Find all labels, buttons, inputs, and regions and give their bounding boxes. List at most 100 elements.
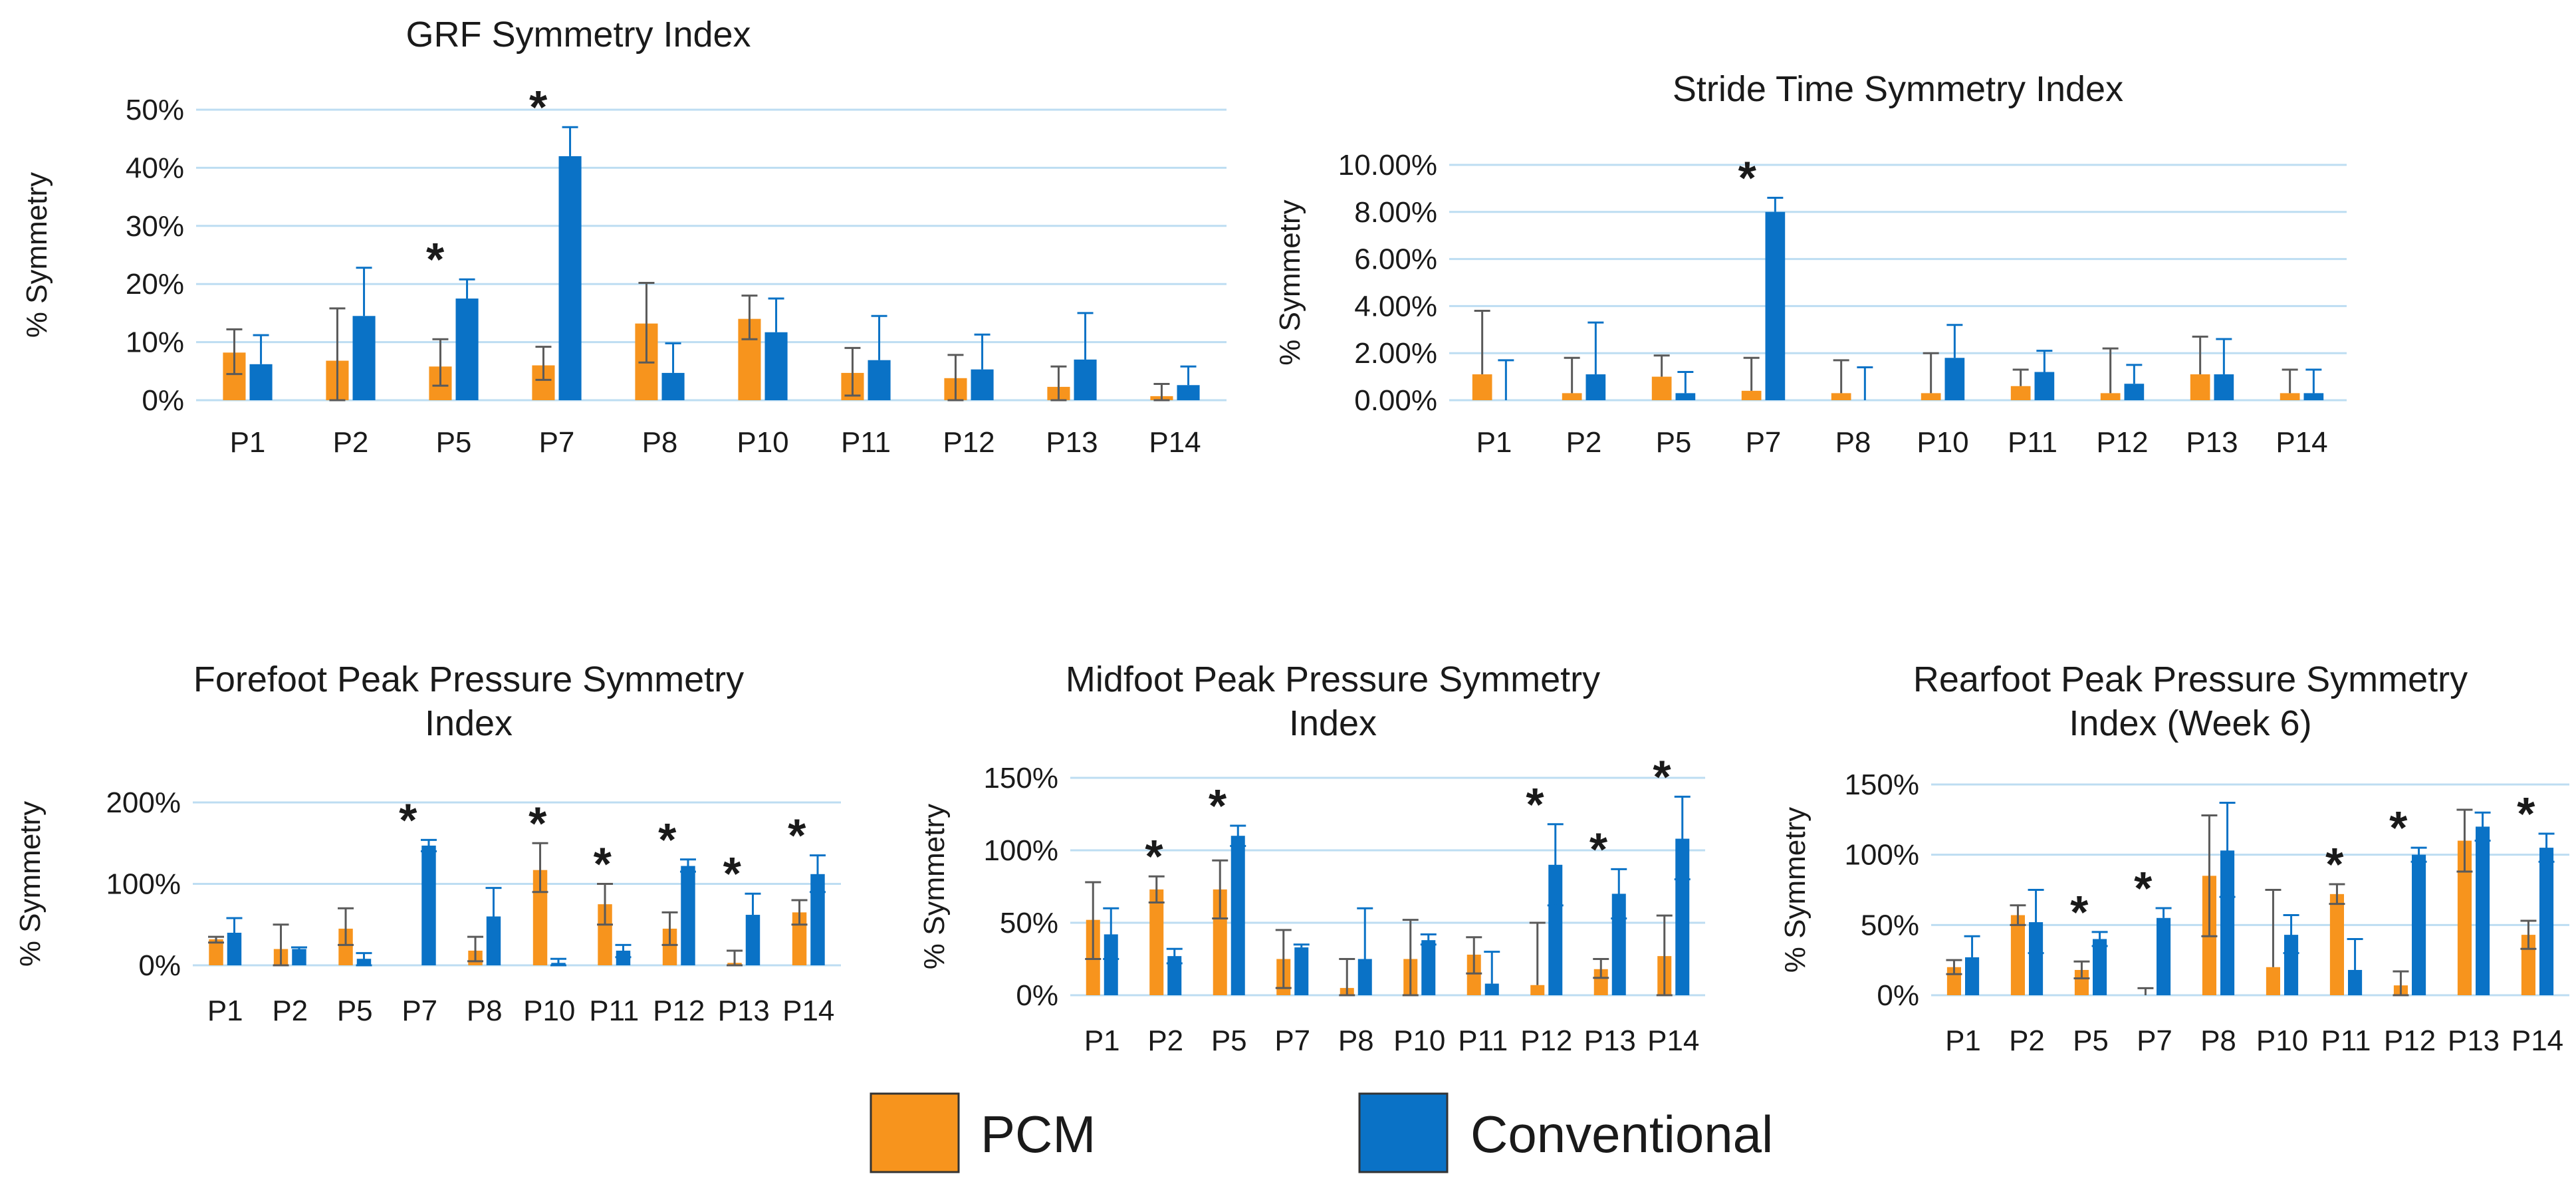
y-tick-label: 0%: [138, 949, 181, 982]
y-tick-label: 0%: [1016, 979, 1058, 1012]
bar-pcm: [532, 870, 548, 965]
bar-pcm: [2457, 840, 2472, 995]
chart-1: 0% 10% 20% 30% 40% 50% GRF Symmetry Index % Sym…: [21, 15, 1227, 459]
significance-marker: *: [1145, 830, 1163, 882]
bar-pcm: [1213, 889, 1227, 995]
x-tick-label: P1: [1945, 1024, 1981, 1057]
x-tick-label: P11: [2321, 1024, 2371, 1057]
bar-pcm: [1472, 374, 1492, 400]
y-tick-label: 50%: [1000, 907, 1058, 939]
significance-marker: *: [2389, 802, 2408, 854]
x-tick-label: P14: [2512, 1024, 2563, 1057]
bar-conventional: [352, 316, 376, 400]
significance-marker: *: [2070, 886, 2089, 938]
bar-conventional: [2284, 935, 2299, 995]
x-tick-label: P5: [1211, 1024, 1247, 1057]
bar-pcm: [2280, 393, 2300, 400]
bar-pcm: [1562, 393, 1582, 400]
significance-marker: *: [1738, 152, 1757, 204]
x-tick-label: P7: [2137, 1024, 2172, 1057]
bar-pcm: [2266, 967, 2280, 995]
chart-title: Index: [1289, 703, 1377, 743]
x-tick-label: P11: [1458, 1024, 1508, 1057]
bar-conventional: [486, 916, 501, 965]
bar-conventional: [1421, 940, 1436, 995]
bar-pcm: [2074, 969, 2089, 995]
bar-conventional: [2029, 922, 2044, 995]
bar-pcm: [792, 912, 807, 965]
bar-conventional: [1177, 385, 1200, 400]
chart-title: Index: [425, 703, 513, 743]
x-tick-label: P14: [782, 995, 834, 1027]
x-tick-label: P1: [1476, 426, 1512, 459]
y-tick-label: 0%: [142, 384, 184, 417]
bar-pcm: [338, 928, 353, 965]
legend: PCM Conventional: [870, 1092, 1773, 1173]
x-tick-label: P7: [1274, 1024, 1310, 1057]
bar-conventional: [2124, 384, 2145, 400]
bar-pcm: [1530, 985, 1545, 995]
significance-marker: *: [1209, 780, 1227, 832]
y-tick-label: 30%: [126, 210, 184, 243]
bar-conventional: [764, 332, 788, 400]
chart-title: GRF Symmetry Index: [406, 15, 751, 55]
x-tick-label: P2: [1566, 426, 1602, 459]
bar-conventional: [249, 364, 273, 400]
y-tick-label: 150%: [1844, 769, 1919, 801]
chart-title: Forefoot Peak Pressure Symmetry: [193, 659, 744, 699]
bar-conventional: [2220, 850, 2235, 995]
bar-conventional: [2539, 848, 2554, 995]
y-tick-label: 2.00%: [1354, 337, 1437, 370]
x-tick-label: P10: [737, 426, 788, 459]
bar-pcm: [1831, 393, 1851, 400]
bar-pcm: [209, 939, 223, 965]
y-tick-label: 100%: [983, 834, 1058, 867]
significance-marker: *: [723, 848, 742, 899]
bar-pcm: [1741, 390, 1762, 400]
bar-conventional: [971, 369, 994, 400]
y-tick-label: 20%: [126, 268, 184, 300]
x-tick-label: P10: [2256, 1024, 2308, 1057]
x-tick-label: P12: [2384, 1024, 2436, 1057]
y-tick-label: 50%: [1861, 909, 1919, 941]
bar-conventional: [2412, 854, 2426, 995]
bar-conventional: [1484, 983, 1499, 995]
bar-conventional: [1548, 864, 1563, 995]
bar-pcm: [2010, 386, 2031, 400]
x-tick-label: P8: [1835, 426, 1871, 459]
bar-conventional: [455, 299, 479, 400]
x-tick-label: P14: [2276, 426, 2327, 459]
x-tick-label: P13: [2448, 1024, 2500, 1057]
significance-marker: *: [2517, 788, 2535, 840]
x-tick-label: P5: [436, 426, 472, 459]
significance-marker: *: [528, 797, 547, 849]
bar-pcm: [2190, 374, 2210, 400]
bar-conventional: [2214, 374, 2234, 400]
x-tick-label: P8: [1338, 1024, 1374, 1057]
legend-label-conventional: Conventional: [1470, 1105, 1773, 1163]
x-tick-label: P14: [1149, 426, 1201, 459]
bar-conventional: [661, 372, 685, 400]
charts-layer: 0% 10% 20% 30% 40% 50% GRF Symmetry Index % Sym…: [14, 15, 2569, 1057]
bar-pcm: [1466, 954, 1481, 995]
significance-marker: *: [426, 233, 445, 285]
x-tick-label: P1: [207, 995, 243, 1027]
legend-swatch-pcm: [870, 1092, 960, 1173]
bar-conventional: [810, 874, 825, 965]
bar-conventional: [1585, 374, 1606, 400]
x-tick-label: P11: [589, 995, 639, 1027]
bar-pcm: [2521, 935, 2535, 995]
y-tick-label: 0%: [1877, 979, 1919, 1012]
x-tick-label: P10: [523, 995, 575, 1027]
x-tick-label: P1: [1084, 1024, 1120, 1057]
y-axis-label: % Symmetry: [1274, 199, 1306, 365]
x-tick-label: P5: [337, 995, 373, 1027]
y-tick-label: 200%: [106, 786, 181, 819]
x-tick-label: P10: [1393, 1024, 1445, 1057]
bar-pcm: [598, 904, 612, 965]
significance-marker: *: [2325, 838, 2344, 890]
bar-conventional: [1944, 358, 1965, 400]
bar-pcm: [662, 928, 677, 965]
y-tick-label: 10.00%: [1338, 149, 1437, 181]
